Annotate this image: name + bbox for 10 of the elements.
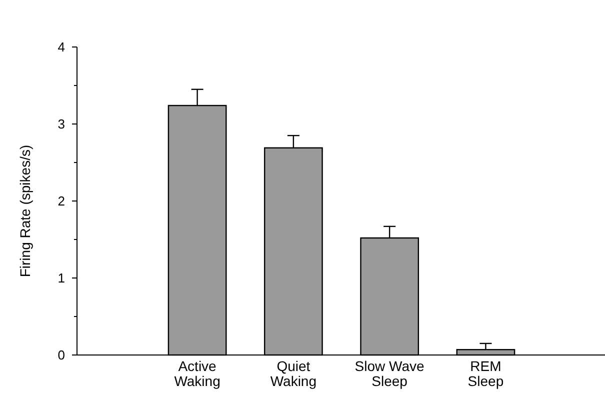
y-tick-label: 4 [58, 40, 65, 55]
y-tick-label: 0 [58, 348, 65, 363]
y-tick-label: 2 [58, 194, 65, 209]
x-tick-label: Active Waking [174, 358, 220, 389]
x-tick-label: Slow Wave Sleep [354, 358, 425, 389]
y-tick-label: 1 [58, 270, 65, 286]
y-axis-title: Firing Rate (spikes/s) [17, 144, 33, 278]
x-tick-label: Quiet Waking [270, 358, 317, 389]
y-tick-label: 3 [58, 116, 65, 132]
x-tick-label: REM Sleep [468, 358, 504, 389]
